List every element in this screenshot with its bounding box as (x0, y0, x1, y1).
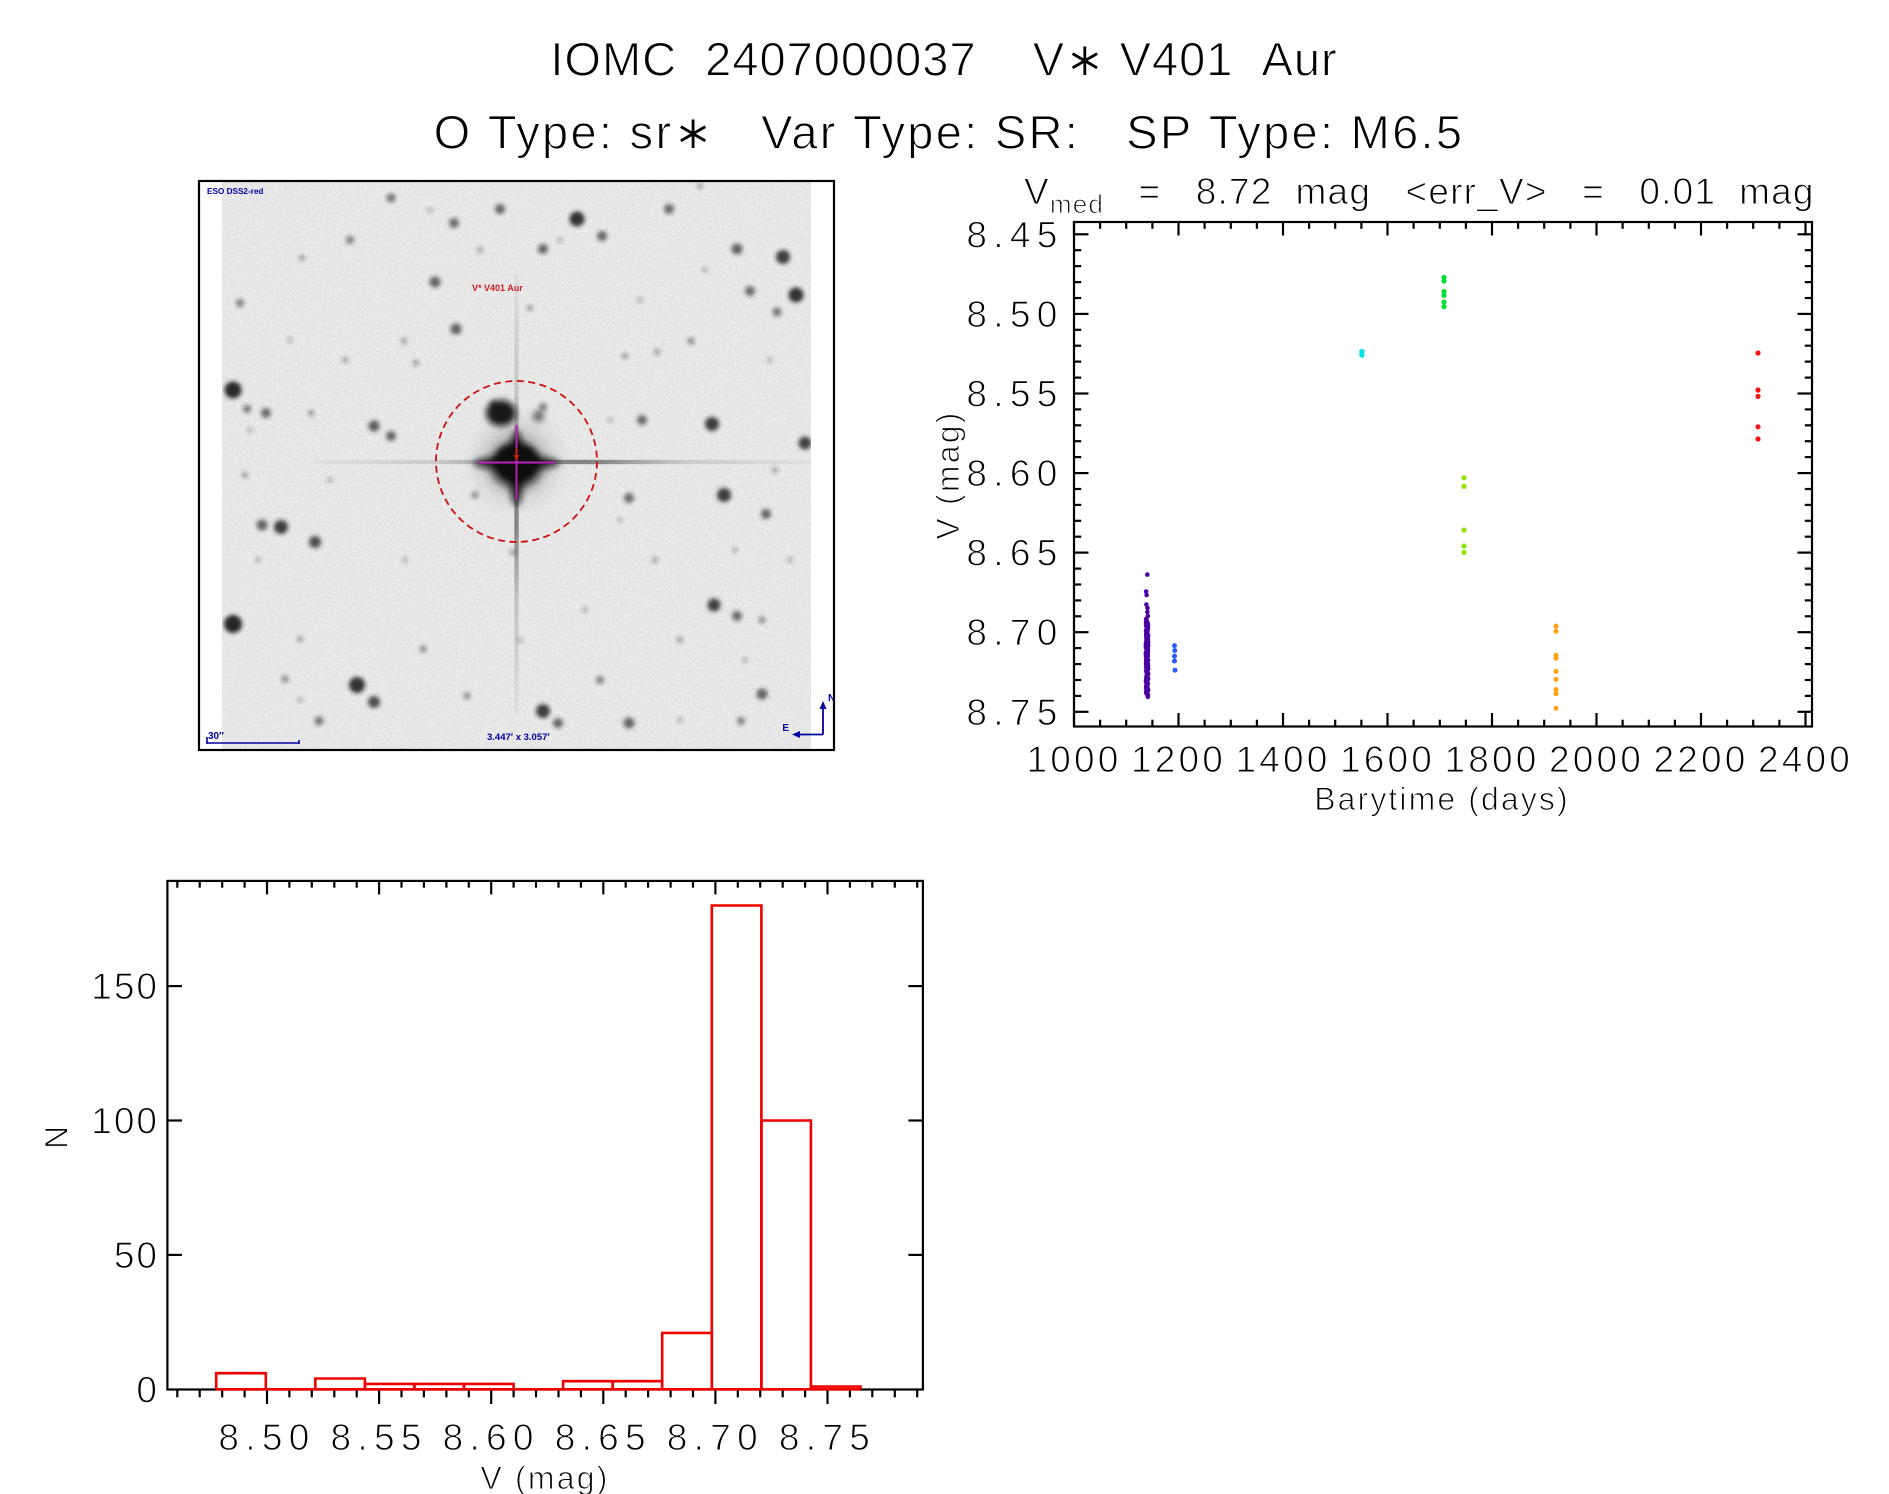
svg-text:8.70: 8.70 (667, 1417, 764, 1458)
svg-text:100: 100 (91, 1101, 159, 1142)
svg-text:0: 0 (136, 1369, 159, 1410)
svg-text:IOMC 2407000037 V∗ V401 A: IOMC 2407000037 V∗ V401 Aur (550, 33, 1337, 86)
svg-text:1800: 1800 (1444, 739, 1539, 780)
svg-text:1600: 1600 (1340, 739, 1435, 780)
svg-text:Vmed = 8.72 mag <err_V>: Vmed = 8.72 mag <err_V> = 0.01 mag (1024, 171, 1815, 219)
svg-text:8.70: 8.70 (966, 612, 1063, 653)
svg-text:8.55: 8.55 (966, 374, 1063, 415)
svg-text:2000: 2000 (1549, 739, 1644, 780)
svg-text:8.60: 8.60 (443, 1417, 540, 1458)
svg-text:1200: 1200 (1131, 739, 1226, 780)
svg-text:ESO DSS2-red: ESO DSS2-red (207, 187, 263, 196)
svg-text:V* V401 Aur: V* V401 Aur (472, 283, 523, 293)
svg-text:1000: 1000 (1026, 739, 1121, 780)
svg-text:8.55: 8.55 (330, 1417, 427, 1458)
svg-text:V (mag): V (mag) (480, 1460, 609, 1494)
svg-text:30″: 30″ (208, 731, 224, 742)
svg-text:3.447′ x 3.057′: 3.447′ x 3.057′ (487, 732, 550, 743)
svg-text:O Type: sr∗ Var Type: SR:: O Type: sr∗ Var Type: SR: SP Type: M6.5 (434, 106, 1465, 159)
svg-text:N: N (39, 1126, 75, 1149)
svg-text:8.45: 8.45 (966, 214, 1063, 255)
svg-text:1400: 1400 (1235, 739, 1330, 780)
svg-text:8.75: 8.75 (779, 1417, 876, 1458)
svg-text:E: E (782, 723, 789, 734)
svg-text:8.65: 8.65 (966, 533, 1063, 574)
svg-text:8.60: 8.60 (966, 453, 1063, 494)
svg-text:8.50: 8.50 (218, 1417, 315, 1458)
svg-text:2400: 2400 (1758, 739, 1853, 780)
svg-text:Barytime (days): Barytime (days) (1314, 781, 1570, 817)
svg-text:8.65: 8.65 (555, 1417, 652, 1458)
svg-text:2200: 2200 (1653, 739, 1748, 780)
svg-text:N: N (828, 693, 835, 704)
svg-text:V (mag): V (mag) (930, 410, 966, 539)
svg-text:150: 150 (91, 966, 159, 1007)
svg-text:50: 50 (114, 1235, 159, 1276)
svg-text:8.50: 8.50 (966, 294, 1063, 335)
svg-text:8.75: 8.75 (966, 692, 1063, 733)
